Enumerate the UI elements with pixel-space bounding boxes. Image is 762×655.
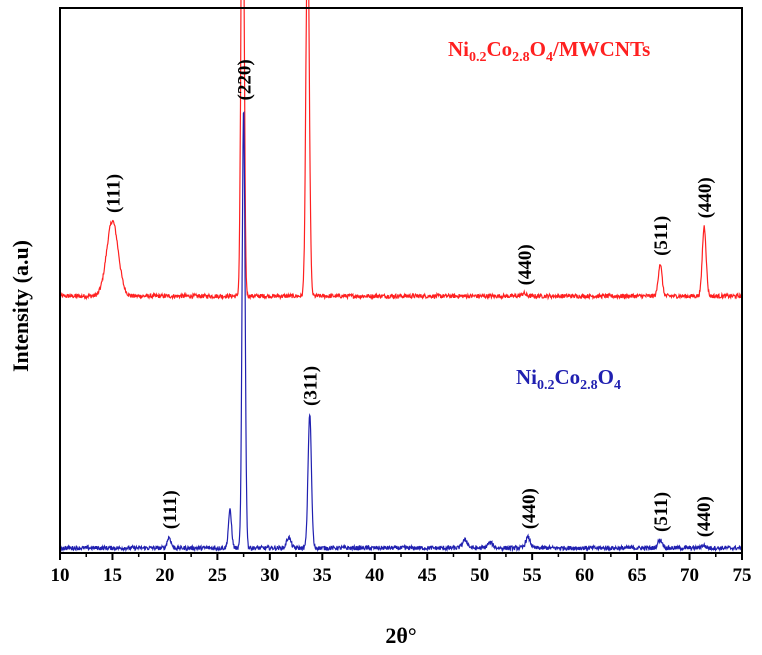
y-axis-title: Intensity (a.u)	[8, 240, 33, 372]
x-tick-label-30: 30	[260, 565, 279, 586]
legend-pristine-part-2: Co	[555, 365, 581, 389]
x-tick-label-40: 40	[365, 565, 384, 586]
legend-pristine-part-1: 0.2	[537, 378, 555, 393]
x-tick-label-35: 35	[313, 565, 332, 586]
label-layer: (111)(002)(311)(440)(511)(440)(111)(220)…	[104, 59, 717, 537]
series-layer	[59, 0, 743, 553]
peak-label-pristine-4: (311)	[301, 366, 322, 406]
x-tick-label-70: 70	[680, 565, 699, 586]
peak-label-composite-4: (511)	[651, 216, 672, 256]
x-tick-label-45: 45	[418, 565, 437, 586]
legend-pristine-part-4: O	[598, 365, 614, 389]
x-tick-label-25: 25	[208, 565, 227, 586]
x-axis-title-main: 2θ	[385, 623, 407, 648]
peak-label-composite-5: (440)	[695, 177, 716, 218]
legend-composite-part-5: 4	[546, 50, 553, 65]
peak-label-pristine-0: (111)	[160, 490, 181, 529]
x-tick-label-20: 20	[155, 565, 174, 586]
legend-pristine: Ni0.2Co2.8O4	[516, 365, 621, 393]
legend-composite-part-2: Co	[487, 37, 513, 61]
x-tick-label-75: 75	[733, 565, 752, 586]
x-tick-label-65: 65	[628, 565, 647, 586]
x-tick-label-60: 60	[575, 565, 594, 586]
legend-pristine-part-5: 4	[614, 378, 621, 393]
frame-layer	[59, 7, 743, 554]
x-tick-label-10: 10	[51, 565, 70, 586]
peak-label-pristine-8: (511)	[651, 492, 672, 532]
legend-pristine-part-3: 2.8	[580, 378, 598, 393]
legend-pristine-part-0: Ni	[516, 365, 537, 389]
tick-layer: 10 15 20 25 30 35 40 45 50 55 60 65 70 75	[51, 553, 752, 586]
peak-label-pristine-7: (440)	[519, 488, 540, 529]
legend-composite-part-6: /MWCNTs	[552, 37, 650, 61]
legend-composite-part-1: 0.2	[469, 50, 487, 65]
plot-frame	[59, 7, 743, 554]
x-tick-label-55: 55	[523, 565, 542, 586]
series-line-pristine	[59, 111, 743, 553]
x-axis-title: 2θ°	[385, 623, 416, 648]
x-tick-label-15: 15	[103, 565, 122, 586]
legend-composite: Ni0.2Co2.8O4/MWCNTs	[448, 37, 650, 65]
legend-composite-part-3: 2.8	[512, 50, 530, 65]
peak-label-pristine-9: (440)	[694, 496, 715, 537]
legend-composite-part-0: Ni	[448, 37, 469, 61]
peak-label-composite-0: (111)	[104, 174, 125, 213]
peak-label-pristine-2: (220)	[235, 59, 256, 100]
x-axis-title-unit: °	[408, 623, 417, 648]
peak-label-composite-3: (440)	[515, 244, 536, 285]
x-tick-label-50: 50	[470, 565, 489, 586]
series-line-composite	[59, 0, 743, 301]
legend-composite-part-4: O	[530, 37, 546, 61]
